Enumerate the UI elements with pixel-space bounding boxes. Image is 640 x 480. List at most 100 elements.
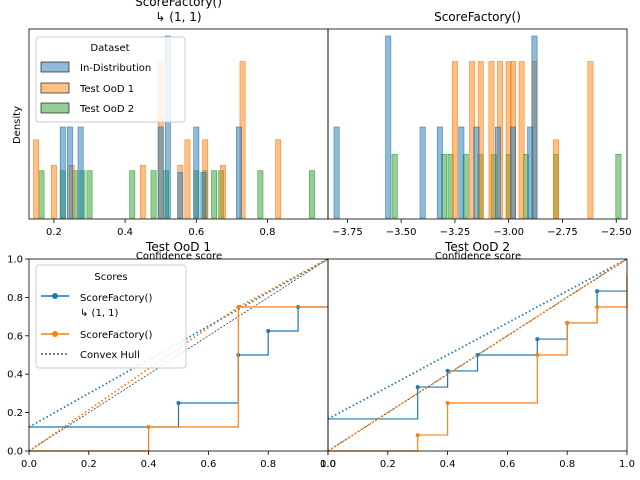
x-tick-label: −3.25 — [440, 227, 471, 238]
x-tick-label: −3.00 — [493, 227, 524, 238]
legend-label-blue-line2: ↳ (1, 1) — [80, 308, 119, 319]
y-tick-label: 1.0 — [7, 255, 23, 266]
roc-point — [445, 401, 450, 405]
x-tick-label: 0.0 — [320, 459, 336, 470]
histogram-bar — [615, 154, 622, 219]
hist-xlabel-right: Confidence score — [435, 251, 521, 262]
x-tick-label: 0.6 — [499, 459, 515, 470]
histogram-bar — [139, 164, 146, 219]
roc-panel-test-ood-2: Test OoD 2 0.0 0.2 0.4 0.6 0.8 1.0 — [320, 240, 635, 470]
axes-frame — [327, 28, 628, 220]
convex-hull-line — [28, 258, 329, 428]
x-tick-label: 0.0 — [21, 459, 37, 470]
y-tick-label: 0.8 — [7, 293, 23, 304]
x-tick-label: 0.4 — [117, 227, 133, 238]
histogram-bar — [458, 126, 465, 219]
histogram-bar — [419, 126, 426, 219]
roc-point — [236, 305, 241, 309]
x-tick-label: 0.8 — [260, 459, 276, 470]
x-tick-label: 0.4 — [141, 459, 157, 470]
histogram-bar — [518, 61, 525, 219]
roc-point — [565, 320, 570, 325]
roc-point — [445, 368, 450, 373]
roc-point — [595, 305, 600, 309]
roc-point — [266, 329, 271, 333]
histogram-bar — [385, 35, 392, 219]
x-tick-label: −2.75 — [547, 227, 578, 238]
x-tick-label: 0.2 — [81, 459, 97, 470]
histogram-bar — [200, 172, 207, 219]
histogram-bar — [531, 35, 538, 219]
x-tick-label: 0.8 — [559, 459, 575, 470]
histogram-bar — [510, 126, 516, 219]
legend-marker-blue — [52, 293, 58, 299]
histogram-bar — [391, 154, 398, 219]
legend-swatch-in-distribution — [40, 61, 70, 73]
panel-title: ScoreFactory() — [434, 10, 521, 24]
legend-marker-orange — [52, 331, 58, 337]
dataset-legend: Dataset In-Distribution Test OoD 1 Test … — [35, 36, 186, 123]
roc-point — [535, 353, 540, 357]
legend-label-orange: ScoreFactory() — [80, 330, 152, 341]
roc-point — [415, 433, 420, 438]
histogram-bar — [257, 170, 264, 219]
x-tick-label: 0.2 — [380, 459, 396, 470]
roc-point — [415, 385, 420, 390]
legend-label-test-ood-1: Test OoD 1 — [79, 84, 134, 95]
histogram-bar — [488, 61, 495, 219]
convex-hull-line — [327, 258, 628, 452]
x-tick-label: −3.75 — [332, 227, 363, 238]
legend-swatch-test-ood-2 — [40, 102, 70, 114]
roc-point — [146, 425, 151, 429]
histogram-bar — [86, 170, 93, 219]
histogram-panel-left: ScoreFactory()↳ (1, 1) 0.2 0.4 0.6 0.8 — [28, 0, 329, 238]
y-tick-label: 0.2 — [7, 408, 23, 419]
legend-label-convex-hull: Convex Hull — [80, 350, 140, 361]
legend-swatch-test-ood-1 — [40, 82, 70, 94]
histogram-bar — [587, 61, 594, 219]
convex-hull-line — [327, 258, 628, 420]
histogram-bar — [77, 126, 84, 219]
x-tick-label: −3.50 — [386, 227, 417, 238]
histogram-bar — [553, 139, 559, 219]
histogram-bar — [164, 35, 171, 219]
y-tick-label: 0.6 — [7, 331, 23, 342]
histogram-bar — [67, 126, 73, 219]
histogram-bar — [436, 126, 443, 219]
panel-title: Test OoD 1 — [145, 240, 211, 254]
histogram-bar — [59, 126, 66, 219]
scores-legend-title: Scores — [94, 272, 127, 283]
histogram-bar — [220, 164, 226, 219]
histogram-bar — [451, 61, 458, 219]
x-tick-label: 0.4 — [440, 459, 456, 470]
histogram-bar — [184, 139, 191, 219]
histogram-bar — [129, 170, 136, 219]
y-tick-label: 0.4 — [7, 370, 23, 381]
histogram-bar — [211, 170, 218, 219]
x-tick-label: 0.6 — [188, 227, 204, 238]
axes-frame — [327, 258, 628, 452]
scores-legend: Scores ScoreFactory() ↳ (1, 1) ScoreFact… — [35, 264, 187, 369]
legend-label-blue-line1: ScoreFactory() — [80, 293, 152, 304]
hist-ylabel: Density — [12, 106, 23, 144]
roc-point — [595, 289, 600, 294]
x-tick-label: 1.0 — [619, 459, 635, 470]
histogram-panel-right: ScoreFactory() −3.75 −3.50 −3.25 −3.00 −2.75 −… — [327, 10, 632, 238]
panel-title: ScoreFactory() — [135, 0, 222, 9]
roc-point — [176, 401, 181, 405]
histogram-bar — [38, 170, 45, 219]
histogram-bar — [275, 139, 282, 219]
panel-title: Test OoD 2 — [444, 240, 510, 254]
histogram-bar — [495, 126, 501, 219]
histogram-bar — [150, 170, 157, 219]
histogram-bar — [333, 126, 340, 219]
x-tick-label: 0.6 — [200, 459, 216, 470]
dataset-legend-title: Dataset — [90, 43, 129, 54]
histogram-bar — [33, 139, 40, 219]
histogram-bar — [177, 172, 184, 219]
x-tick-label: 1.0 — [320, 459, 336, 470]
roc-step-curve — [29, 306, 328, 428]
panel-title: ↳ (1, 1) — [155, 10, 201, 24]
histogram-bar — [473, 126, 480, 219]
